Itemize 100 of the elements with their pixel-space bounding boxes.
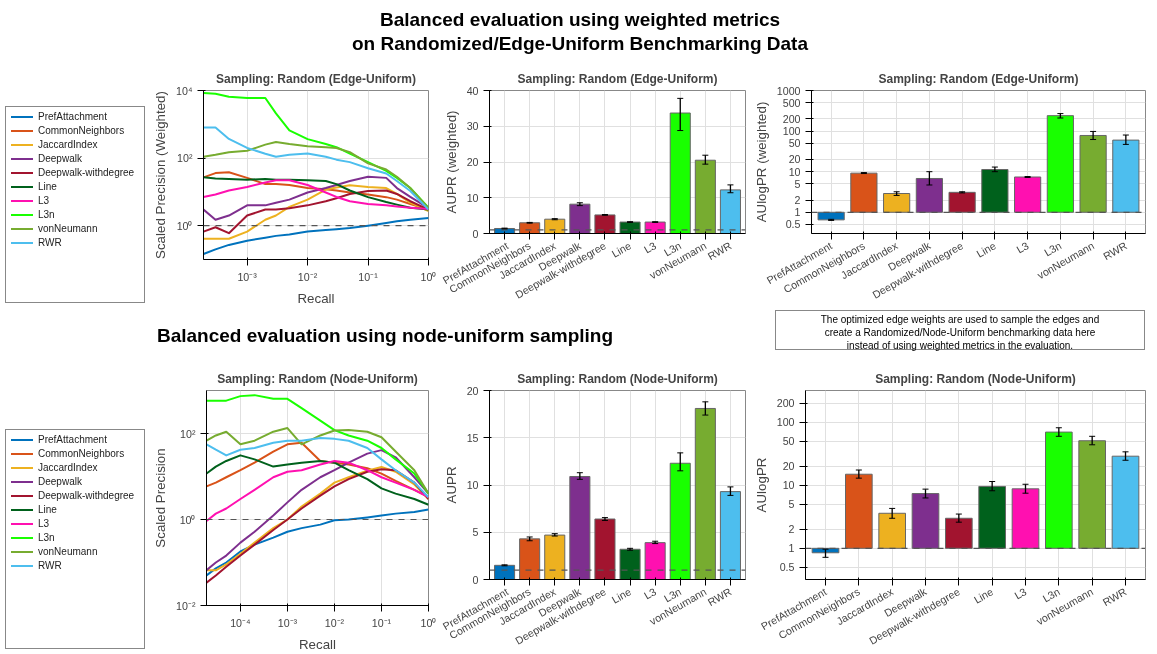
x-tick-label: RWR — [1100, 585, 1129, 609]
x-tick-label: 10⁰ — [420, 616, 437, 629]
chart-title: Sampling: Random (Node-Uniform) — [517, 371, 718, 386]
bar — [1014, 176, 1042, 213]
y-tick-label: 1000 — [776, 84, 801, 97]
y-axis-title: AUlogPR (weighted) — [753, 101, 769, 223]
bar — [719, 491, 741, 580]
legend-label: PrefAttachment — [37, 110, 108, 124]
chart-title: Sampling: Random (Node-Uniform) — [875, 371, 1076, 386]
x-tick-label: Line — [974, 239, 998, 260]
y-tick-label: 2 — [788, 523, 795, 536]
legend-label: Deepwalk-withdegree — [37, 166, 135, 180]
y-tick-label: 5 — [788, 498, 795, 511]
y-tick-label: 200 — [776, 397, 795, 410]
bar — [494, 564, 516, 580]
bar — [569, 203, 591, 234]
y-tick-label: 5 — [794, 177, 801, 190]
bar — [1078, 440, 1106, 549]
x-tick-label: 10⁰ — [420, 270, 437, 283]
y-tick-label: 10² — [180, 427, 196, 440]
bar — [569, 476, 591, 580]
legend-label: PrefAttachment — [37, 433, 108, 447]
text: Balanced evaluation using weighted metrics on Randomized/Edge-Uniform Benchmarking Data — [351, 8, 809, 56]
bar — [845, 473, 873, 549]
y-tick-label: 10 — [466, 479, 479, 491]
legend-label: L3n — [37, 208, 56, 222]
bar — [694, 407, 716, 580]
bar — [1045, 431, 1073, 549]
x-tick-label: 10⁻³ — [277, 616, 298, 629]
chart-title: Sampling: Random (Edge-Uniform) — [878, 71, 1079, 86]
y-tick-label: 200 — [782, 112, 801, 125]
y-tick-label: 15 — [466, 431, 479, 444]
bar — [594, 214, 616, 234]
y-tick-label: 100 — [782, 125, 801, 138]
text: Balanced evaluation using node-uniform sampling — [156, 324, 614, 348]
y-tick-label: 10⁰ — [176, 219, 193, 232]
y-axis-title: Scaled Precision — [153, 448, 169, 548]
bar — [1011, 488, 1040, 549]
bar — [694, 159, 716, 234]
chart-title: Sampling: Random (Edge-Uniform) — [517, 71, 718, 86]
bar — [719, 189, 741, 234]
y-tick-label: 40 — [466, 84, 479, 97]
bar — [945, 517, 973, 549]
x-tick-label: L3 — [1014, 239, 1031, 256]
y-tick-label: 0 — [472, 227, 479, 240]
x-tick-label: 10⁻⁴ — [230, 616, 252, 629]
y-tick-label: 10⁰ — [179, 513, 196, 526]
legend-label: JaccardIndex — [37, 138, 99, 152]
legend-label: vonNeumann — [37, 222, 99, 236]
bar — [878, 512, 906, 549]
y-tick-label: 0 — [472, 573, 479, 586]
y-tick-label: 30 — [466, 120, 479, 133]
legend-label: CommonNeighbors — [37, 447, 126, 461]
bar — [644, 542, 666, 580]
legend-label: CommonNeighbors — [37, 124, 126, 138]
legend-label: Line — [37, 180, 58, 194]
legend-label: L3 — [37, 517, 51, 531]
x-tick-label: 10⁻³ — [237, 270, 258, 283]
y-axis-title: AUPR (weighted) — [443, 110, 459, 214]
y-tick-label: 50 — [788, 137, 801, 150]
bar — [915, 177, 943, 213]
bar — [1079, 134, 1107, 213]
y-tick-label: 20 — [788, 153, 801, 166]
y-tick-label: 20 — [466, 384, 479, 397]
legend-label: Deepwalk — [37, 475, 83, 489]
bar — [817, 211, 845, 221]
x-tick-label: Line — [971, 585, 996, 606]
x-axis-title: Recall — [298, 636, 337, 652]
bar — [594, 518, 616, 580]
x-tick-label: Line — [609, 585, 634, 606]
bar — [948, 191, 976, 213]
x-tick-label: 10⁻¹ — [371, 616, 392, 629]
y-axis-title: AUPR — [443, 466, 459, 504]
y-tick-label: 5 — [472, 526, 479, 539]
bar — [850, 172, 878, 213]
y-tick-label: 10 — [788, 165, 801, 178]
legend-label: Deepwalk — [37, 152, 83, 166]
bar — [669, 112, 691, 234]
y-tick-label: 500 — [782, 96, 801, 109]
legend-label: L3n — [37, 531, 56, 545]
bar — [883, 193, 911, 213]
bar — [519, 538, 541, 580]
bar — [619, 548, 641, 580]
legend-label: L3 — [37, 194, 51, 208]
x-tick-label: 10⁻¹ — [358, 270, 379, 283]
y-tick-label: 0.5 — [785, 218, 801, 231]
x-tick-label: L3 — [1012, 585, 1029, 602]
y-tick-label: 0.5 — [779, 561, 795, 574]
legend-label: JaccardIndex — [37, 461, 99, 475]
bar — [1111, 455, 1140, 549]
x-tick-label: Line — [609, 239, 634, 260]
x-tick-label: RWR — [1100, 239, 1130, 263]
bar — [544, 218, 566, 234]
legend-label: Line — [37, 503, 58, 517]
y-axis-title: Scaled Precision (Weighted) — [153, 91, 169, 259]
chart-title: Sampling: Random (Edge-Uniform) — [216, 71, 416, 86]
y-tick-label: 10 — [466, 191, 479, 204]
y-tick-label: 20 — [466, 156, 479, 168]
y-tick-label: 100 — [776, 416, 795, 429]
bar — [911, 493, 940, 549]
